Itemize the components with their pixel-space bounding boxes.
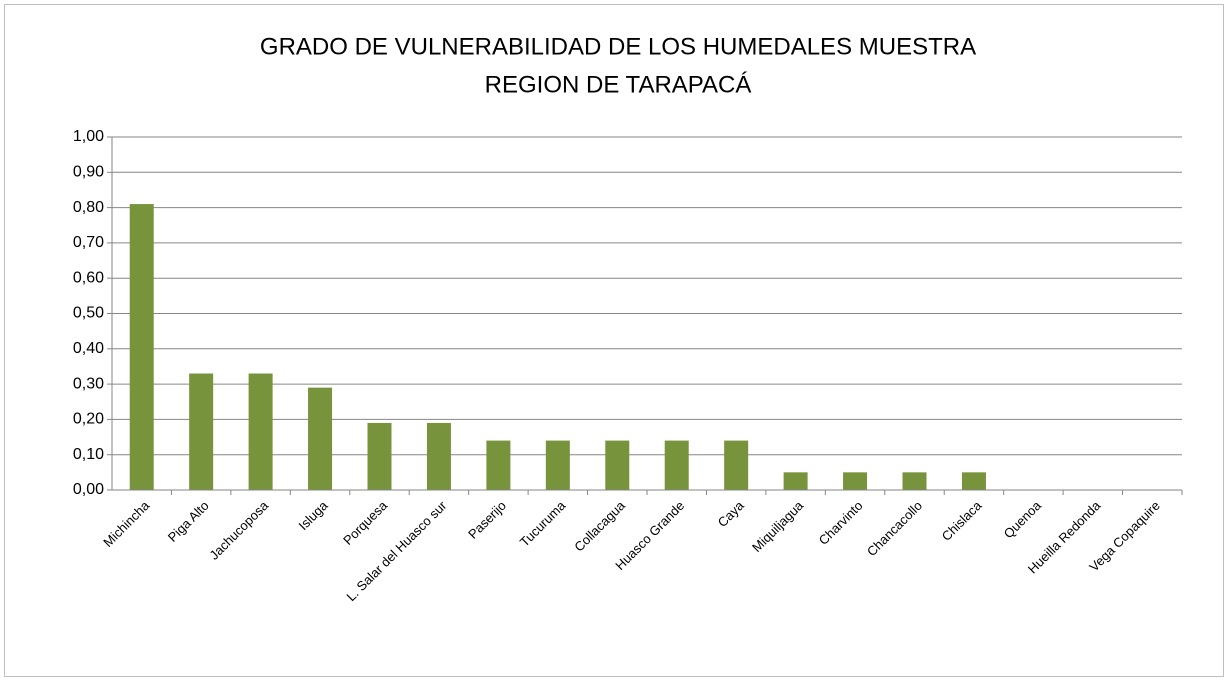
y-tick-label: 1,00 — [73, 128, 104, 145]
bar — [843, 472, 868, 490]
bar — [129, 204, 154, 490]
y-tick-label: 0,90 — [73, 164, 104, 181]
chart-border — [4, 4, 1224, 677]
bar — [545, 440, 570, 490]
bar — [664, 440, 689, 490]
bar — [367, 422, 392, 490]
bar — [486, 440, 511, 490]
bar — [426, 422, 451, 490]
bar — [605, 440, 630, 490]
bar — [189, 373, 214, 490]
bar — [961, 472, 986, 490]
y-tick-label: 0,00 — [73, 481, 104, 498]
chart-title: GRADO DE VULNERABILIDAD DE LOS HUMEDALES… — [260, 33, 976, 60]
y-tick-label: 0,70 — [73, 234, 104, 251]
y-tick-label: 0,10 — [73, 446, 104, 463]
y-tick-label: 0,60 — [73, 269, 104, 286]
bar — [248, 373, 273, 490]
y-tick-label: 0,20 — [73, 411, 104, 428]
chart-title: REGION DE TARAPACÁ — [485, 71, 752, 98]
y-tick-label: 0,30 — [73, 375, 104, 392]
bar — [724, 440, 749, 490]
bar — [783, 472, 808, 490]
y-tick-label: 0,40 — [73, 340, 104, 357]
bar — [308, 387, 333, 490]
y-tick-label: 0,80 — [73, 199, 104, 216]
y-tick-label: 0,50 — [73, 305, 104, 322]
bar — [902, 472, 927, 490]
